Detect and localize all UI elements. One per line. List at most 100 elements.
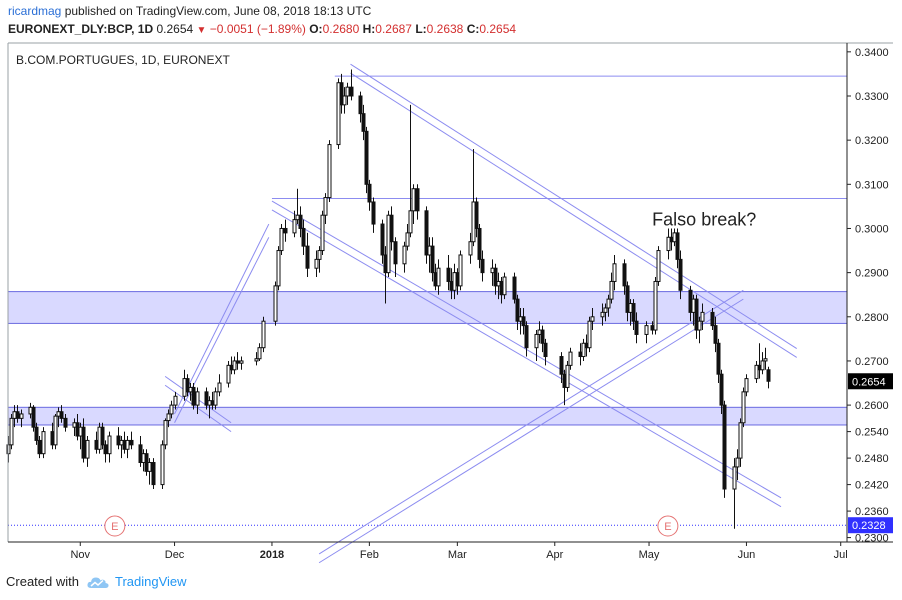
candle — [195, 387, 200, 414]
candle-body — [257, 347, 262, 360]
candle — [719, 369, 724, 414]
time-tick-label: Mar — [448, 549, 467, 561]
earnings-marker-label: E — [111, 521, 118, 533]
candle-body — [644, 325, 649, 335]
candle — [53, 413, 58, 450]
candle — [609, 272, 614, 304]
candle-body — [719, 373, 724, 406]
high-label: H: — [362, 22, 376, 36]
price-tick-label: 0.2300 — [855, 533, 889, 545]
candle — [345, 82, 350, 105]
candle — [276, 246, 281, 291]
candle — [415, 184, 420, 220]
candle — [540, 325, 545, 353]
candle — [147, 458, 152, 485]
candle-body — [364, 130, 369, 185]
candle — [644, 321, 649, 344]
candle — [458, 250, 463, 291]
channel-line — [350, 72, 797, 358]
candle-body — [666, 236, 671, 252]
time-tick-label: Jun — [738, 549, 756, 561]
candle-body — [581, 342, 586, 358]
channel-line — [271, 209, 782, 508]
candle — [408, 104, 413, 238]
candle — [305, 232, 310, 278]
candle-body — [292, 219, 297, 234]
author-link[interactable]: ricardmag — [8, 4, 62, 18]
candle — [502, 272, 507, 300]
candle-body — [468, 241, 473, 256]
time-axis[interactable]: Nov Dec 2018 Feb Mar Apr May Jun Jul — [70, 542, 848, 561]
candle — [283, 219, 288, 242]
candle-body — [279, 227, 284, 252]
candle-body — [612, 263, 617, 282]
candle — [226, 360, 231, 388]
candle-body — [213, 391, 218, 406]
symbol-name: EURONEXT_DLY:BCP, 1D — [8, 22, 154, 36]
candle — [738, 418, 743, 467]
candle — [107, 431, 112, 463]
earnings-marker[interactable] — [104, 515, 126, 537]
candle — [697, 316, 702, 344]
candle — [754, 360, 759, 384]
candle — [191, 383, 196, 410]
candle — [568, 347, 573, 370]
candle — [411, 184, 416, 225]
open-value: 0.2680 — [322, 22, 360, 36]
annotation-text: Falso break? — [652, 209, 756, 229]
candle — [744, 374, 749, 397]
candle-body — [568, 351, 573, 366]
candle — [543, 338, 548, 366]
candle — [279, 224, 284, 255]
candle-body — [480, 258, 485, 274]
candle-body — [386, 214, 391, 274]
tradingview-link[interactable]: TradingView — [114, 574, 187, 589]
candle-body — [741, 391, 746, 424]
candle — [257, 343, 262, 361]
candle-body — [129, 439, 134, 446]
last-price: 0.2654 — [156, 22, 194, 36]
footer: Created with TradingView — [6, 574, 187, 589]
candle-body — [543, 342, 548, 358]
candlesticks — [6, 69, 771, 529]
candle-body — [298, 214, 303, 229]
candle — [327, 140, 332, 202]
candle — [763, 347, 768, 370]
candle-body — [41, 431, 46, 455]
candle-body — [9, 417, 14, 446]
candle-body — [125, 439, 130, 450]
candle-body — [327, 144, 332, 199]
candle-body — [323, 197, 328, 216]
price-change: ▼ −0.0051 (−1.89%) — [197, 22, 306, 36]
candle — [581, 338, 586, 361]
low-label: L: — [415, 22, 427, 36]
published-text: published on TradingView.com, June 08, 2… — [64, 4, 372, 18]
price-axis[interactable]: 0.3400 0.3300 0.3200 0.3100 0.3000 0.2900 0.28… — [847, 47, 889, 545]
channel-line — [350, 63, 797, 350]
candle — [254, 352, 259, 366]
candle-body — [474, 201, 479, 229]
candle-body — [744, 378, 749, 393]
candle — [471, 148, 476, 247]
candle-body — [185, 378, 190, 393]
candle-body — [195, 391, 200, 406]
change-value: −0.0051 (−1.89%) — [209, 22, 306, 36]
time-tick-label: 2018 — [260, 549, 284, 561]
candle-body — [559, 356, 564, 375]
price-labels: 0.2654 0.2328 — [848, 373, 893, 534]
candle-body — [622, 263, 627, 287]
candle-body — [151, 462, 156, 486]
earnings-marker[interactable] — [657, 515, 679, 537]
candle-body — [85, 439, 90, 459]
channel-line — [318, 289, 744, 555]
candle — [590, 307, 595, 331]
level-price-label: 0.2328 — [852, 520, 886, 532]
level-price-label-bg — [848, 517, 893, 534]
candle-body — [477, 227, 482, 260]
price-tick-label: 0.3000 — [855, 223, 889, 235]
candle — [760, 352, 765, 375]
candle-body — [700, 311, 705, 322]
candle-body — [81, 426, 86, 459]
current-price-label: 0.2654 — [852, 376, 886, 388]
